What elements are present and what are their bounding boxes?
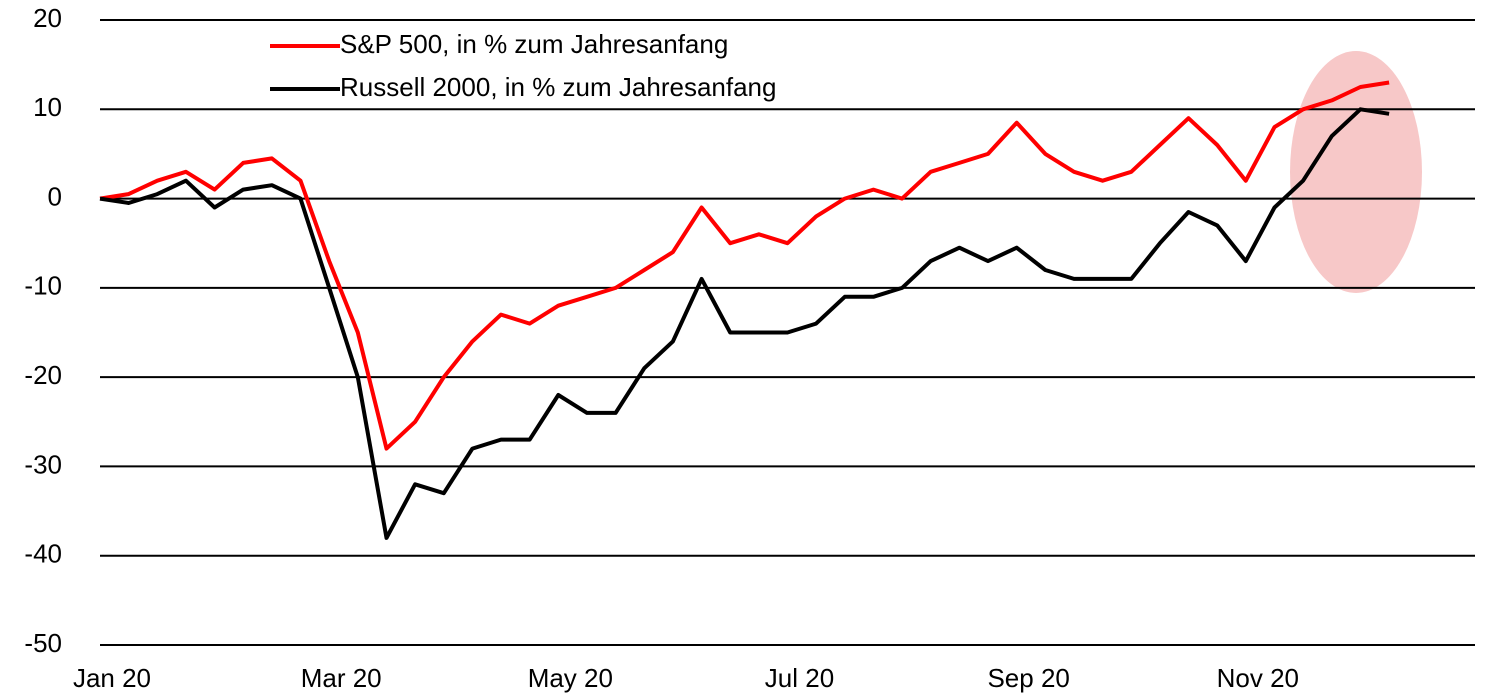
y-tick-label: 0 [48, 181, 62, 211]
x-tick-label: Mar 20 [301, 663, 382, 693]
y-tick-label: 20 [33, 3, 62, 33]
y-tick-label: -30 [24, 449, 62, 479]
highlight [1290, 51, 1422, 293]
x-tick-label: May 20 [528, 663, 613, 693]
y-tick-label: -50 [24, 628, 62, 658]
y-tick-label: -40 [24, 539, 62, 569]
y-tick-label: 10 [33, 92, 62, 122]
x-tick-label: Sep 20 [987, 663, 1069, 693]
series-line [99, 107, 1390, 540]
x-tick-label: Nov 20 [1217, 663, 1299, 693]
y-tick-label: -10 [24, 271, 62, 301]
series-line [99, 80, 1390, 451]
x-tick-label: Jul 20 [765, 663, 834, 693]
y-tick-label: -20 [24, 360, 62, 390]
x-tick-label: Jan 20 [73, 663, 151, 693]
legend-label: Russell 2000, in % zum Jahresanfang [340, 72, 776, 102]
legend-label: S&P 500, in % zum Jahresanfang [340, 29, 728, 59]
